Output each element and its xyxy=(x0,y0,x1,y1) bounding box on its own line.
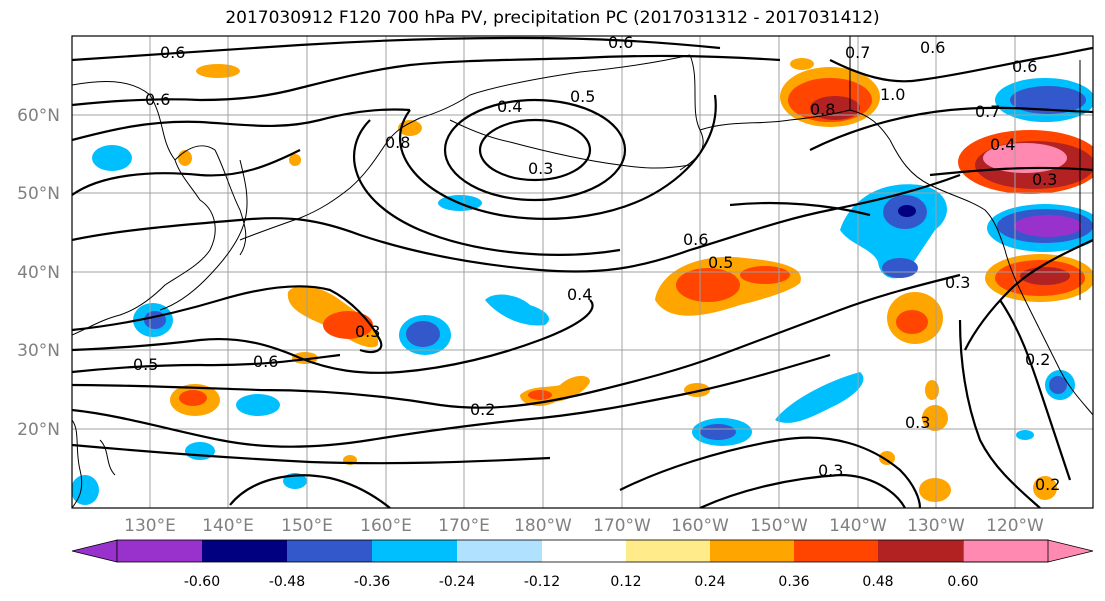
graticule xyxy=(72,36,1093,508)
lat-tick-label: 60°N xyxy=(17,106,60,126)
plot-area: 0.6 0.6 0.6 0.7 0.6 0.6 0.4 0.5 0.3 0.8 … xyxy=(72,33,1093,508)
lon-tick-label: 170°W xyxy=(593,516,651,536)
contour-label: 0.6 xyxy=(683,230,708,249)
lon-tick-label: 120°W xyxy=(986,516,1044,536)
contour-label: 0.5 xyxy=(133,355,158,374)
lon-tick-label: 130°E xyxy=(124,516,176,536)
contour-label: 0.7 xyxy=(845,43,870,62)
precip-anomaly-blob xyxy=(399,315,451,355)
contour-label: 0.6 xyxy=(160,43,185,62)
precip-anomaly-blob xyxy=(1045,370,1075,400)
contour-label: 0.6 xyxy=(253,352,278,371)
colorbar-segment xyxy=(878,540,963,562)
colorbar-segment xyxy=(117,540,202,562)
lon-tick-label: 150°E xyxy=(281,516,333,536)
contour-label: 0.5 xyxy=(570,87,595,106)
lon-tick-label: 130°W xyxy=(907,516,965,536)
contour-label: 0.4 xyxy=(990,135,1015,154)
contour-label: 0.2 xyxy=(1025,350,1050,369)
precip-anomaly-blob xyxy=(692,418,752,446)
colorbar-segment xyxy=(542,540,626,562)
contour-label: 0.3 xyxy=(818,461,843,480)
lat-tick-label: 30°N xyxy=(17,341,60,361)
contour-label: 0.6 xyxy=(1012,57,1037,76)
lat-tick-label: 20°N xyxy=(17,420,60,440)
precip-anomaly-blob xyxy=(987,204,1093,252)
colorbar-ticks: -0.60 -0.48 -0.36 -0.24 -0.12 0.12 0.24 … xyxy=(184,574,979,590)
latitude-axis: 60°N 50°N 40°N 30°N 20°N xyxy=(17,106,60,440)
colorbar-frame xyxy=(116,539,1049,563)
precip-anomaly-blob xyxy=(985,254,1093,302)
colorbar-tick-label: 0.36 xyxy=(778,574,809,590)
precip-anomaly-blob xyxy=(840,184,947,279)
colorbar-segment xyxy=(457,540,542,562)
lon-tick-label: 140°W xyxy=(829,516,887,536)
precip-anomaly-blob xyxy=(485,294,550,326)
colorbar-segment xyxy=(626,540,710,562)
plot-frame xyxy=(71,35,1094,509)
contour-label: 0.2 xyxy=(470,400,495,419)
contour-label: 0.8 xyxy=(385,133,410,152)
lon-tick-label: 140°E xyxy=(202,516,254,536)
precip-anomaly-blob xyxy=(170,384,280,416)
contour-label: 0.6 xyxy=(145,90,170,109)
colorbar-tick-label: 0.24 xyxy=(694,574,725,590)
contour-label: 0.2 xyxy=(1035,475,1060,494)
precip-anomaly-blob xyxy=(887,292,943,344)
contour-label: 0.3 xyxy=(905,413,930,432)
lon-tick-label: 180°W xyxy=(514,516,572,536)
colorbar-tick-label: 0.60 xyxy=(947,574,978,590)
colorbar-tick-label: -0.12 xyxy=(524,574,560,590)
lon-tick-label: 170°E xyxy=(438,516,490,536)
pv-contours xyxy=(72,36,1093,508)
precip-anomaly-blob xyxy=(958,130,1093,194)
contour-label: 1.0 xyxy=(880,85,905,104)
lon-tick-label: 150°W xyxy=(750,516,808,536)
colorbar-tick-label: 0.12 xyxy=(610,574,641,590)
precip-anomaly-blob xyxy=(775,372,864,423)
colorbar-extend-right xyxy=(962,539,1094,563)
contour-label: 0.3 xyxy=(1032,170,1057,189)
precip-anomaly-blob xyxy=(520,375,590,406)
contour-label: 0.4 xyxy=(567,285,592,304)
colorbar-tick-label: -0.36 xyxy=(354,574,390,590)
colorbar-tick-label: -0.24 xyxy=(439,574,475,590)
contour-label: 0.6 xyxy=(608,33,633,52)
contour-label: 0.3 xyxy=(945,273,970,292)
contour-labels: 0.6 0.6 0.6 0.7 0.6 0.6 0.4 0.5 0.3 0.8 … xyxy=(133,33,1060,494)
precip-anomaly-blob xyxy=(780,67,880,127)
contour-label: 0.4 xyxy=(497,97,522,116)
colorbar-segment xyxy=(710,540,794,562)
contour-label: 0.7 xyxy=(975,102,1000,121)
precip-anomaly-blob xyxy=(879,430,1057,502)
contour-label: 0.3 xyxy=(355,322,380,341)
lon-tick-label: 160°W xyxy=(671,516,729,536)
colorbar: -0.60 -0.48 -0.36 -0.24 -0.12 0.12 0.24 … xyxy=(71,539,1094,590)
colorbar-segment xyxy=(202,540,287,562)
colorbar-segment xyxy=(287,540,372,562)
lon-tick-label: 160°E xyxy=(360,516,412,536)
longitude-axis: 130°E 140°E 150°E 160°E 170°E 180°W 170°… xyxy=(124,516,1044,536)
colorbar-segment xyxy=(794,540,878,562)
colorbar-segment xyxy=(372,540,457,562)
colorbar-tick-label: 0.48 xyxy=(862,574,893,590)
precip-anomaly-blob xyxy=(287,286,379,348)
contour-label: 0.3 xyxy=(528,159,553,178)
colorbar-tick-label: -0.60 xyxy=(184,574,220,590)
contour-label: 0.5 xyxy=(708,253,733,272)
lat-tick-label: 50°N xyxy=(17,184,60,204)
colorbar-extend-left xyxy=(71,539,118,563)
coastlines xyxy=(72,36,1093,508)
contour-label: 0.8 xyxy=(810,100,835,119)
lat-tick-label: 40°N xyxy=(17,263,60,283)
contour-label: 0.6 xyxy=(920,38,945,57)
colorbar-tick-label: -0.48 xyxy=(269,574,305,590)
map-title: 2017030912 F120 700 hPa PV, precipitatio… xyxy=(225,8,880,28)
